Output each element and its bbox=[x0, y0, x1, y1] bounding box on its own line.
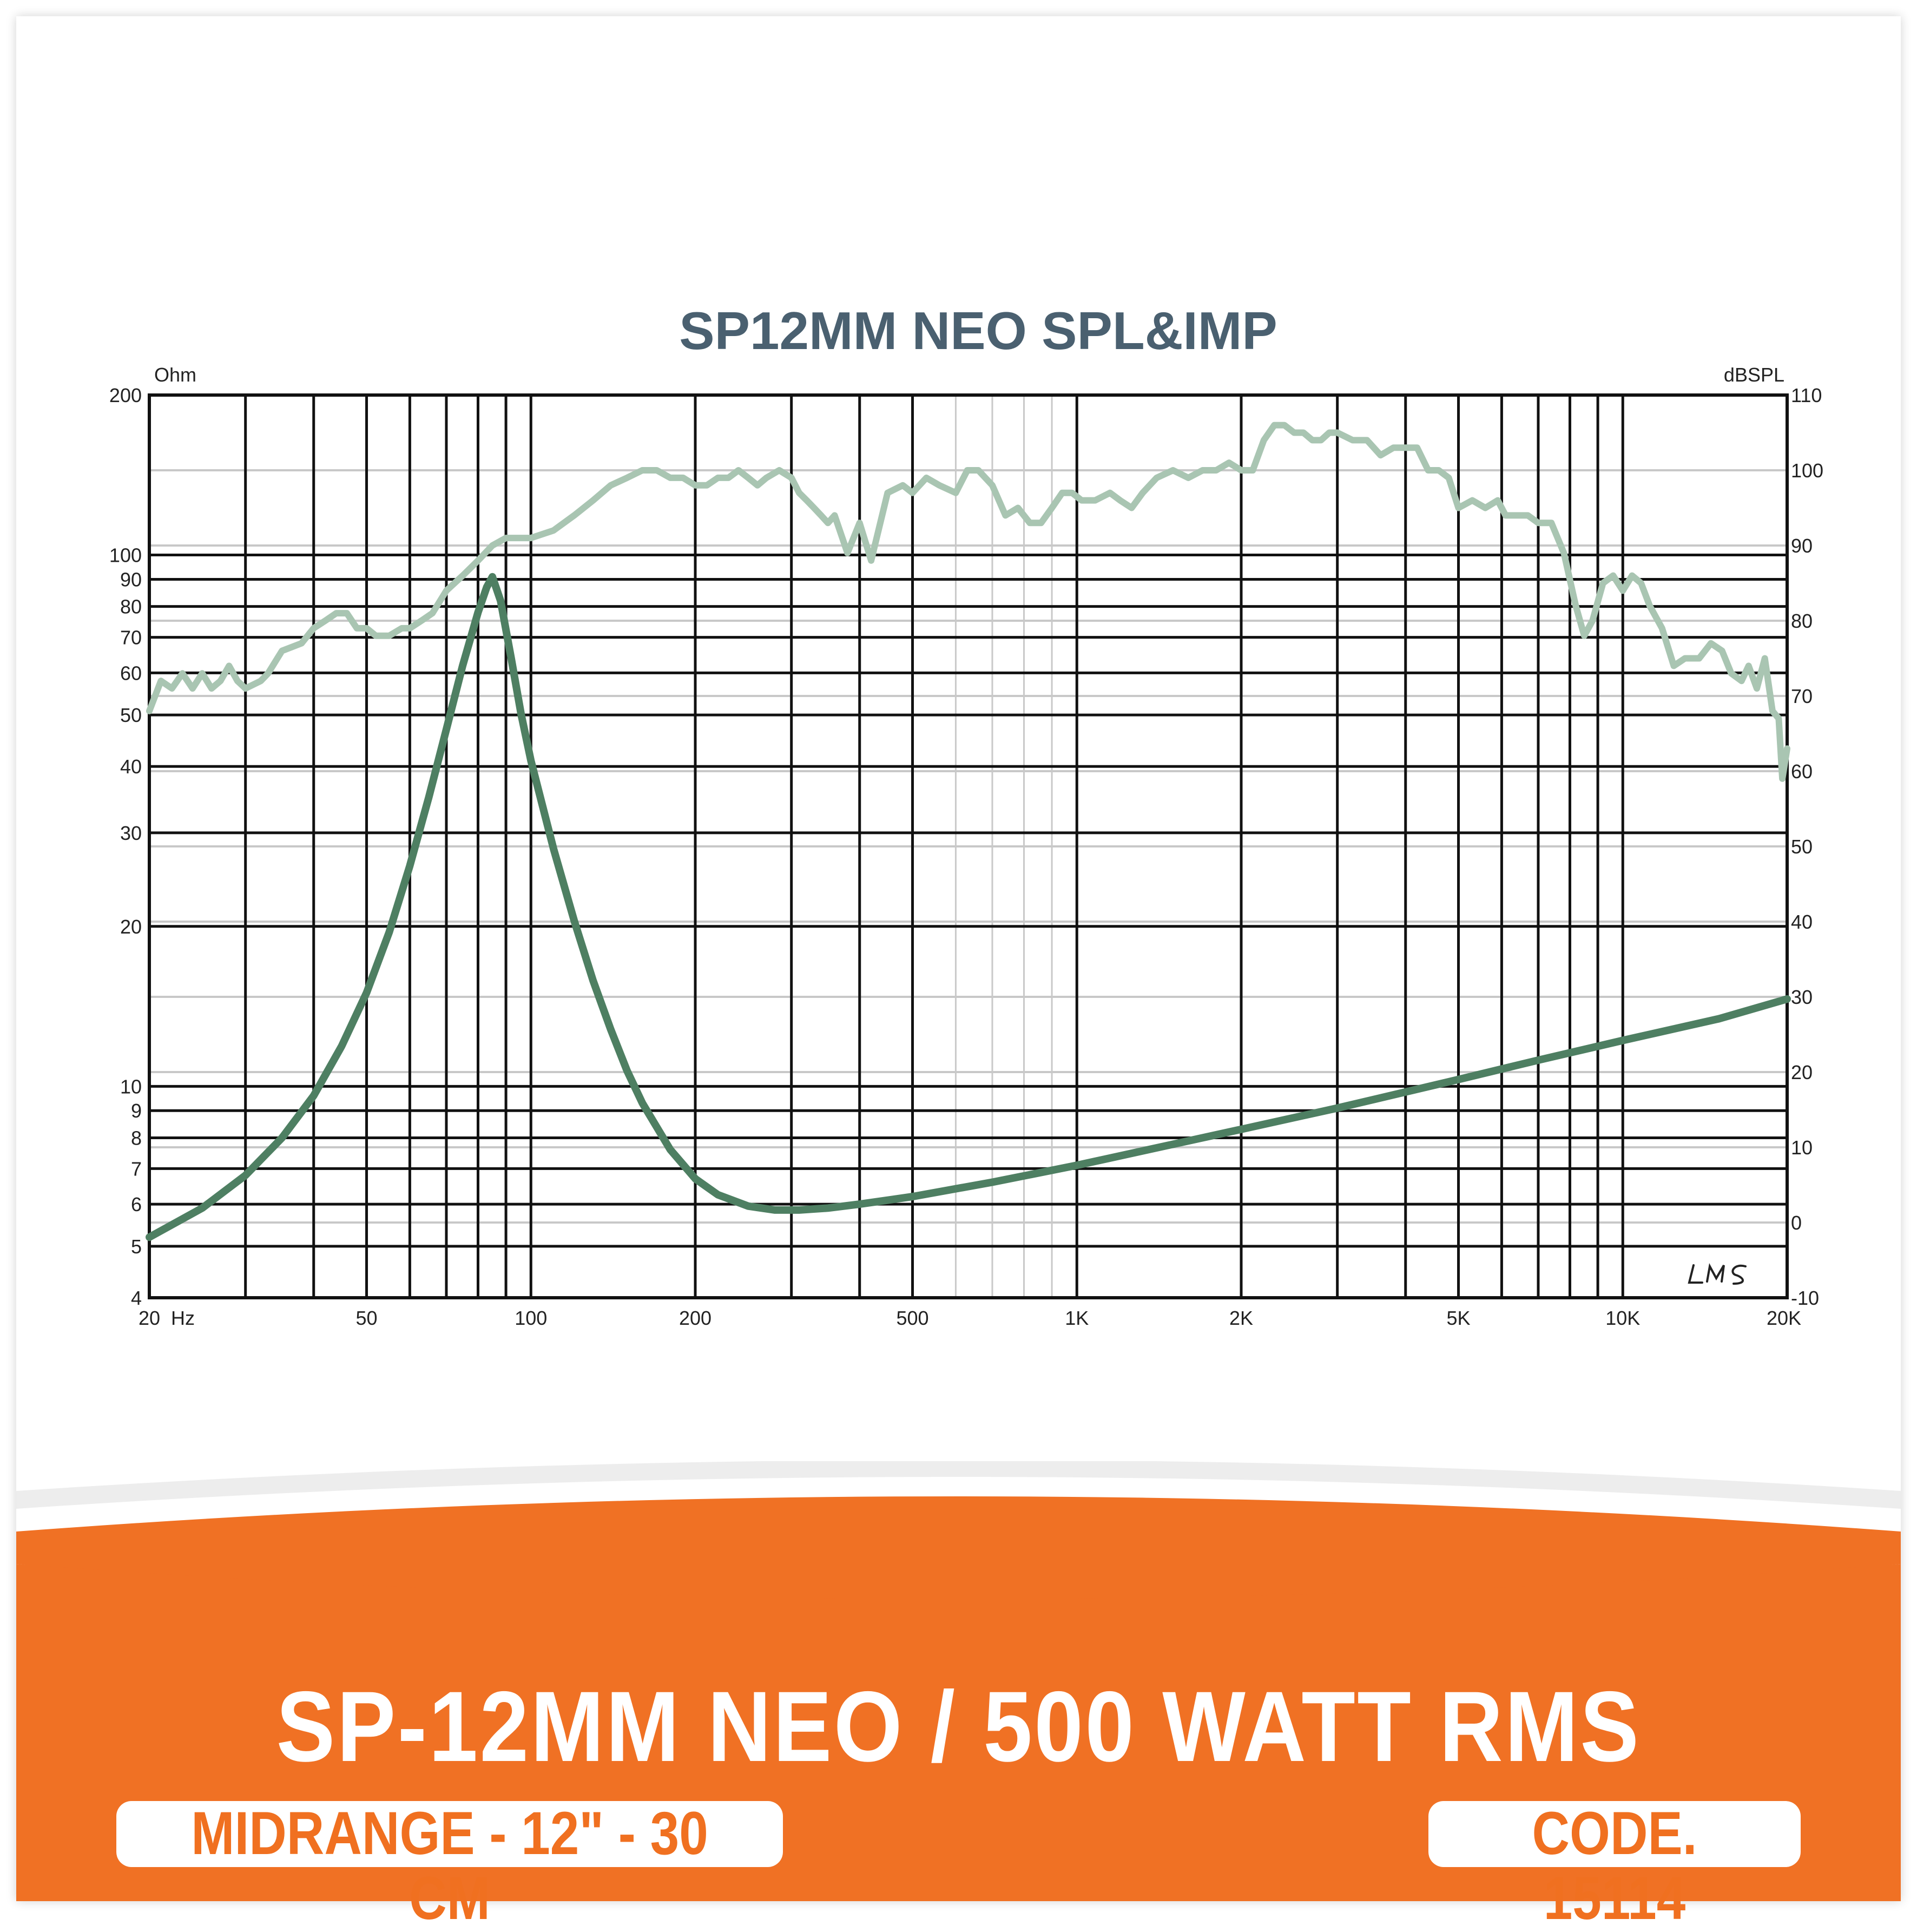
y-right-tick-label: 30 bbox=[1791, 986, 1813, 1008]
category-tag: MIDRANGE - 12" - 30 CM bbox=[116, 1801, 783, 1931]
plot-frame bbox=[148, 393, 1789, 1299]
y-left-tick-label: 20 bbox=[120, 916, 142, 938]
y-right-tick-label: 20 bbox=[1791, 1061, 1813, 1083]
y-left-tick-label: 4 bbox=[131, 1287, 142, 1309]
x-tick-label: 200 bbox=[679, 1307, 712, 1329]
x-tick-label: 20K bbox=[1767, 1307, 1801, 1329]
grid-lines bbox=[148, 393, 1789, 1299]
y-right-tick-label: 80 bbox=[1791, 610, 1813, 632]
x-tick-label: 500 bbox=[896, 1307, 928, 1329]
y-right-tick-label: 0 bbox=[1791, 1212, 1802, 1234]
y-left-tick-label: 200 bbox=[109, 384, 142, 406]
y-right-tick-label: 70 bbox=[1791, 685, 1813, 707]
y-left-tick-label: 5 bbox=[131, 1236, 142, 1258]
y-left-tick-label: 60 bbox=[120, 662, 142, 684]
y-left-tick-label: 80 bbox=[120, 596, 142, 618]
y-left-tick-label: 10 bbox=[120, 1075, 142, 1098]
y-right-tick-label: 110 bbox=[1791, 384, 1822, 406]
y-left-tick-label: 50 bbox=[120, 704, 142, 726]
x-tick-label: 10K bbox=[1605, 1307, 1640, 1329]
y-right-tick-label: 100 bbox=[1791, 459, 1823, 482]
y-right-tick-label: 90 bbox=[1791, 535, 1813, 557]
y-right-tick-label: 40 bbox=[1791, 911, 1813, 933]
x-tick-label: 100 bbox=[515, 1307, 547, 1329]
y-right-tick-label: 10 bbox=[1791, 1136, 1813, 1159]
y-left-unit-label: Ohm bbox=[154, 364, 196, 386]
y-left-tick-label: 100 bbox=[109, 544, 142, 567]
x-tick-label: 1K bbox=[1065, 1307, 1089, 1329]
product-title: SP-12MM NEO / 500 WATT RMS bbox=[276, 1671, 1641, 1783]
y-left-tick-label: 70 bbox=[120, 627, 142, 649]
y-left-tick-label: 30 bbox=[120, 822, 142, 844]
y-left-tick-label: 9 bbox=[131, 1100, 142, 1122]
lms-logo bbox=[1688, 1263, 1747, 1285]
spl-curve bbox=[146, 422, 1790, 782]
product-code-label: CODE. 15114 bbox=[1532, 1799, 1697, 1932]
y-left-tick-label: 6 bbox=[131, 1193, 142, 1215]
y-left-tick-label: 8 bbox=[131, 1127, 142, 1149]
chart-title: SP12MM NEO SPL&IMP bbox=[679, 301, 1277, 360]
y-right-tick-label: 60 bbox=[1791, 760, 1813, 783]
impedance-curve bbox=[146, 573, 1791, 1241]
category-tag-label: MIDRANGE - 12" - 30 CM bbox=[191, 1799, 708, 1932]
y-right-unit-label: dBSPL bbox=[1724, 364, 1784, 386]
y-right-tick-label: -10 bbox=[1791, 1287, 1819, 1309]
x-tick-label: 5K bbox=[1446, 1307, 1470, 1329]
x-tick-label: 2K bbox=[1229, 1307, 1253, 1329]
y-left-tick-label: 7 bbox=[131, 1158, 142, 1180]
y-left-tick-label: 90 bbox=[120, 568, 142, 590]
y-left-tick-label: 40 bbox=[120, 755, 142, 778]
x-tick-label: 20 Hz bbox=[139, 1307, 195, 1329]
x-tick-label: 50 bbox=[355, 1307, 377, 1329]
y-right-tick-label: 50 bbox=[1791, 836, 1813, 858]
series-layer bbox=[146, 422, 1791, 1241]
product-code-tag: CODE. 15114 bbox=[1428, 1801, 1801, 1931]
